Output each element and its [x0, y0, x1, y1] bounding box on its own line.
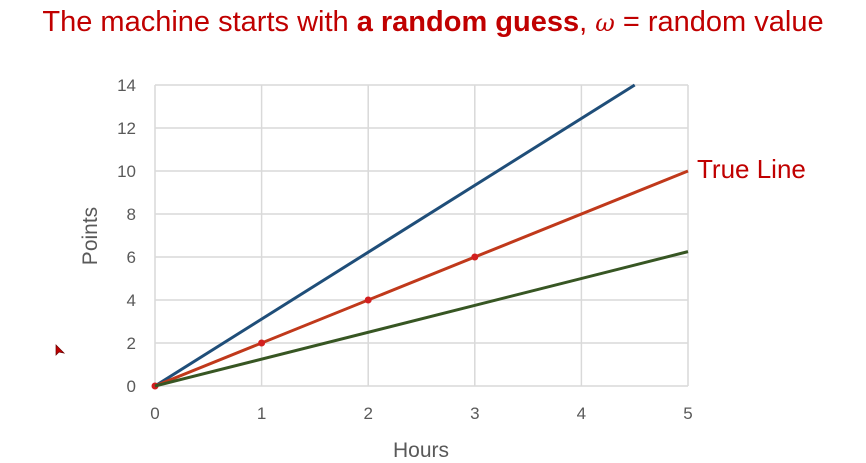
y-tick-label: 14 [117, 76, 136, 95]
data-point [364, 296, 372, 304]
x-axis-label: Hours [393, 439, 449, 462]
y-tick-label: 4 [127, 291, 136, 310]
title-text-end: = random value [614, 6, 824, 38]
x-tick-label: 1 [257, 404, 266, 423]
y-tick-label: 10 [117, 162, 136, 181]
title-comma: , [579, 6, 596, 38]
y-axis-label: Points [79, 207, 102, 265]
y-tick-label: 2 [127, 334, 136, 353]
mouse-cursor-icon [55, 344, 66, 356]
x-tick-label: 0 [150, 404, 159, 423]
y-tick-label: 6 [127, 248, 136, 267]
y-tick-label: 8 [127, 205, 136, 224]
y-tick-label: 12 [117, 119, 136, 138]
true-line-annotation: True Line [697, 154, 806, 184]
x-tick-label: 5 [683, 404, 692, 423]
slide-title: The machine starts with a random guess, … [0, 6, 866, 39]
title-bold-text: a random guess [356, 6, 580, 38]
series-line-2 [154, 169, 689, 388]
y-tick-label: 0 [127, 377, 136, 396]
data-point [471, 253, 479, 261]
omega-symbol: ω [595, 9, 615, 37]
x-tick-label: 2 [363, 404, 372, 423]
data-point [258, 339, 266, 347]
series-line-1 [154, 83, 636, 388]
title-text: The machine starts with [42, 6, 357, 38]
series-line-3 [154, 250, 689, 388]
x-tick-label: 4 [577, 404, 586, 423]
x-tick-label: 3 [470, 404, 479, 423]
